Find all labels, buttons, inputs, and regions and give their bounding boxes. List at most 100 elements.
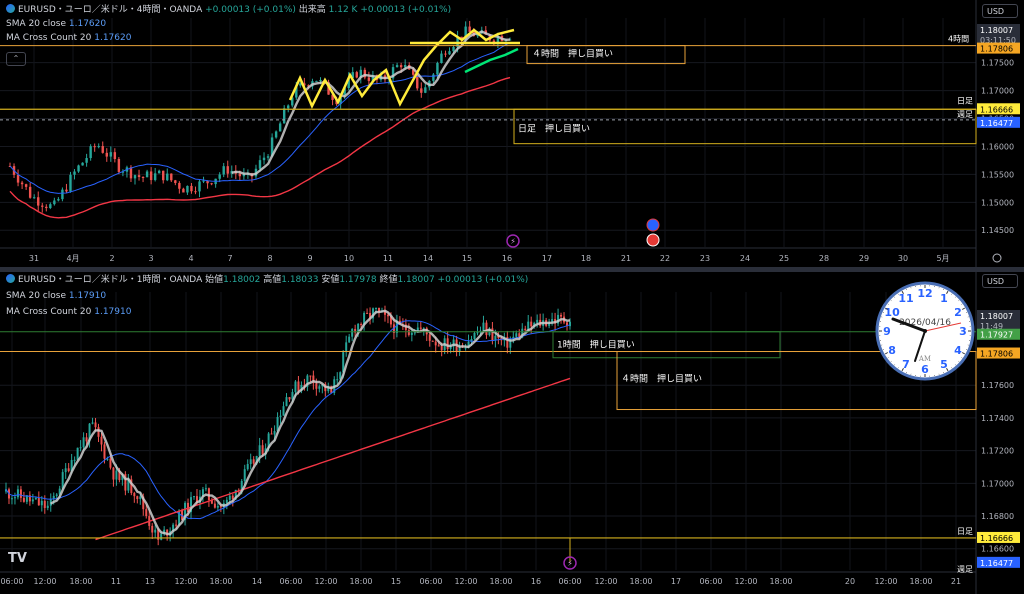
candle-body <box>492 40 496 43</box>
chart-1h-canvas[interactable]: 1.17600 1.17400 1.17200 1.17000 1.16800 1.166… <box>0 272 1024 594</box>
x-tick-label: 4月 <box>66 254 79 263</box>
candle-body <box>440 345 443 351</box>
candle-body <box>351 72 354 79</box>
last-price-tag-bg <box>977 24 1020 46</box>
candle-body <box>345 342 348 353</box>
candle-body <box>97 146 100 148</box>
candle-body <box>178 510 181 525</box>
candle-body <box>494 335 497 341</box>
candle-body <box>278 123 282 132</box>
clock-tick <box>884 352 889 355</box>
candle-body <box>403 65 407 68</box>
candle-body <box>24 184 28 187</box>
candle-body <box>178 182 181 189</box>
y-tick-label: 1.16600 <box>981 545 1014 554</box>
candle-body <box>137 175 141 177</box>
tradingview-logo: TV <box>8 551 27 566</box>
candle-body <box>351 329 354 337</box>
x-tick-label: 2 <box>109 254 114 263</box>
candle-body <box>515 333 518 337</box>
pane-separator[interactable] <box>0 267 1024 272</box>
candle-body <box>61 472 64 489</box>
legend-row-sma[interactable]: SMA 20 close 1.17910 <box>6 290 106 303</box>
legend-row-sma[interactable]: SMA 20 close 1.17620 <box>6 18 106 31</box>
buy-zone-1h-label: 1時間 押し目買い <box>557 339 635 351</box>
x-tick-label: 18:00 <box>349 577 372 586</box>
clock-date: 2026/04/16 <box>899 318 951 328</box>
x-tick-label: 9 <box>307 254 312 263</box>
ma-cross-line <box>95 377 571 541</box>
candle-body <box>145 171 149 178</box>
candle-body <box>242 173 246 177</box>
legend-row-ma[interactable]: MA Cross Count 20 1.17620 <box>6 32 131 45</box>
candle-body <box>133 493 136 497</box>
clock-numeral: 3 <box>959 325 967 338</box>
candle-body <box>424 87 427 93</box>
level-weekly-tag: 1.16477 <box>980 119 1013 128</box>
candle-body <box>81 162 84 166</box>
candle-body <box>279 415 282 417</box>
symbol-title[interactable]: EURUSD・ユーロ／米ドル・4時間・OANDA <box>18 5 203 15</box>
candle-body <box>32 197 36 199</box>
x-tick-label: 17 <box>671 577 681 586</box>
candle-body <box>40 500 43 506</box>
level-daily-tag-bg <box>977 103 1020 115</box>
candle-body <box>270 137 274 157</box>
level-4h-tag-bg <box>977 347 1020 359</box>
x-tick-label: 12:00 <box>33 577 56 586</box>
candle-body <box>560 314 563 317</box>
candle-body <box>206 180 209 184</box>
volume-value: 1.12 K <box>328 5 358 15</box>
buy-zone-4h-label: ４時間 押し目買い <box>621 373 702 385</box>
candle-body <box>109 458 112 468</box>
clock-numeral: 7 <box>902 358 910 371</box>
level-weekly-caption: 週足 <box>957 565 973 574</box>
candle-body <box>294 381 297 393</box>
currency-button[interactable]: USD <box>982 274 1018 288</box>
chart-pane-4h[interactable]: 1.175001.170001.165001.160001.155001.150… <box>0 0 1024 267</box>
candle-body <box>319 79 322 81</box>
candle-body <box>181 510 184 520</box>
candle-body <box>291 97 294 106</box>
candle-body <box>49 204 52 209</box>
candle-body <box>127 479 130 491</box>
ma-label: MA Cross Count 20 <box>6 307 92 317</box>
x-tick-label: 06:00 <box>699 577 722 586</box>
candle-body <box>452 339 455 347</box>
collapse-legend-button[interactable]: ⌃ <box>6 52 26 66</box>
candle-body <box>151 525 154 533</box>
sma-label: SMA 20 close <box>6 291 66 301</box>
candle-body <box>566 322 569 327</box>
x-tick-label: 28 <box>819 254 829 263</box>
candle-body <box>482 322 485 331</box>
candle-body <box>354 329 357 333</box>
candle-body <box>195 496 198 503</box>
candle-body <box>266 156 270 158</box>
legend-row-ma[interactable]: MA Cross Count 20 1.17910 <box>6 306 131 319</box>
candle-body <box>231 495 234 500</box>
x-tick-label: 18:00 <box>769 577 792 586</box>
chevron-up-icon: ⌃ <box>12 54 20 63</box>
candle-body <box>336 379 339 381</box>
currency-button[interactable]: USD <box>982 4 1018 18</box>
symbol-title[interactable]: EURUSD・ユーロ／米ドル・1時間・OANDA <box>18 275 203 285</box>
ma-label: MA Cross Count 20 <box>6 33 92 43</box>
settings-gear-icon <box>992 253 1002 263</box>
candle-body <box>262 157 266 161</box>
y-tick-label: 1.16000 <box>981 142 1014 151</box>
candle-body <box>551 319 554 323</box>
clock-numeral: 12 <box>917 287 932 300</box>
candle-body <box>436 63 439 75</box>
candle-body <box>174 180 177 183</box>
x-tick-label: 12:00 <box>734 577 757 586</box>
candle-body <box>73 171 76 175</box>
candle-body <box>141 176 145 178</box>
candle-body <box>530 321 533 327</box>
candle-body <box>93 146 96 148</box>
x-tick-label: 18:00 <box>209 577 232 586</box>
chart-4h-canvas[interactable]: 1.175001.170001.165001.160001.155001.150… <box>0 0 1024 267</box>
x-tick-label: 8 <box>267 254 272 263</box>
countdown-tag: 03:11:50 <box>980 36 1016 45</box>
chart-pane-1h[interactable]: 1.17600 1.17400 1.17200 1.17000 1.16800 1.166… <box>0 272 1024 594</box>
candle-body <box>190 185 193 192</box>
